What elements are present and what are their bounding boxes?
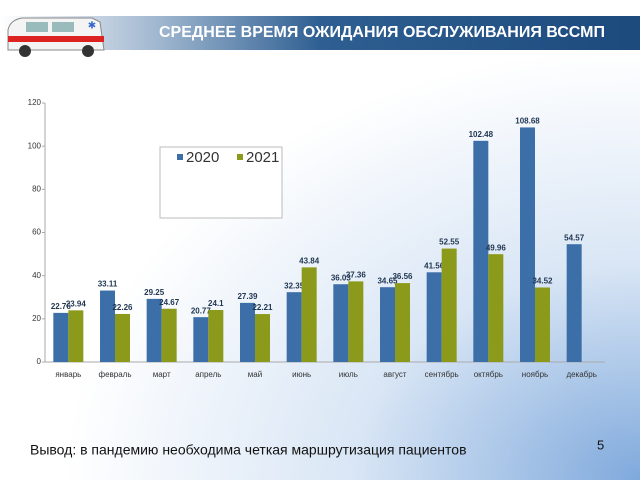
bar	[520, 127, 535, 362]
bar	[208, 309, 224, 362]
value-label: 22.76	[51, 302, 72, 311]
x-tick-label: февраль	[98, 370, 131, 379]
value-label: 108.68	[515, 117, 540, 126]
x-tick-label: март	[153, 370, 171, 379]
y-tick-label: 60	[32, 228, 41, 237]
value-label: 29.25	[144, 288, 165, 297]
chart-title: СРЕДНЕЕ ВРЕМЯ ОЖИДАНИЯ ОБСЛУЖИВАНИЯ ВССМ…	[159, 24, 605, 41]
y-tick-label: 120	[28, 98, 42, 107]
value-label: 24.1	[208, 299, 224, 308]
y-tick-label: 40	[32, 271, 41, 280]
bar	[53, 312, 69, 362]
value-label: 34.65	[377, 276, 398, 285]
bar	[286, 292, 302, 362]
value-label: 37.36	[346, 270, 367, 279]
value-label: 36.56	[392, 272, 413, 281]
bar	[566, 244, 582, 362]
value-label: 36.03	[331, 273, 352, 282]
value-label: 20.77	[191, 306, 212, 315]
bar	[535, 287, 550, 362]
bar	[426, 272, 442, 362]
bar	[115, 313, 130, 362]
x-tick-label: апрель	[195, 370, 221, 379]
value-label: 102.48	[469, 130, 494, 139]
x-tick-label: сентябрь	[425, 370, 459, 379]
bar	[301, 267, 317, 362]
value-label: 23.94	[66, 299, 87, 308]
legend-swatch	[177, 154, 183, 160]
header-bar	[0, 16, 640, 50]
x-tick-label: июнь	[292, 370, 311, 379]
x-tick-label: декабрь	[566, 370, 596, 379]
x-tick-label: май	[248, 370, 262, 379]
bar	[193, 317, 209, 362]
y-tick-label: 100	[28, 141, 42, 150]
footer-text: Вывод: в пандемию необходима четкая марш…	[30, 442, 467, 458]
x-tick-label: июль	[339, 370, 358, 379]
bar	[333, 284, 349, 362]
value-label: 24.67	[159, 298, 180, 307]
legend-label: 2020	[186, 149, 219, 166]
bar	[255, 314, 270, 362]
bar	[100, 290, 115, 362]
value-label: 54.57	[564, 233, 585, 242]
bar	[473, 140, 489, 362]
x-tick-label: октябрь	[474, 370, 503, 379]
bar	[441, 248, 457, 362]
value-label: 49.96	[486, 243, 507, 252]
value-label: 34.52	[532, 277, 553, 286]
value-label: 32.35	[284, 281, 305, 290]
legend-label: 2021	[246, 149, 279, 166]
bar	[68, 310, 84, 362]
value-label: 33.11	[98, 280, 118, 289]
x-tick-label: август	[383, 370, 407, 379]
value-label: 52.55	[439, 238, 460, 247]
bar	[348, 281, 364, 362]
y-tick-label: 0	[37, 357, 42, 366]
bar	[146, 298, 162, 362]
bar	[395, 283, 410, 362]
value-label: 27.39	[237, 292, 258, 301]
bar	[488, 254, 504, 362]
value-label: 22.26	[112, 303, 133, 312]
legend-swatch	[237, 154, 243, 160]
ambulance-icon: ✱	[7, 17, 105, 57]
bar	[161, 308, 177, 362]
x-tick-label: январь	[55, 370, 81, 379]
bar	[240, 302, 255, 362]
y-tick-label: 80	[32, 184, 41, 193]
page-number: 5	[597, 437, 604, 452]
svg-text:✱: ✱	[88, 21, 96, 32]
value-label: 43.84	[299, 256, 320, 265]
x-tick-label: ноябрь	[522, 370, 548, 379]
y-tick-label: 20	[32, 314, 41, 323]
value-label: 22.21	[252, 303, 273, 312]
bar	[380, 287, 395, 362]
value-label: 41.56	[424, 261, 445, 270]
